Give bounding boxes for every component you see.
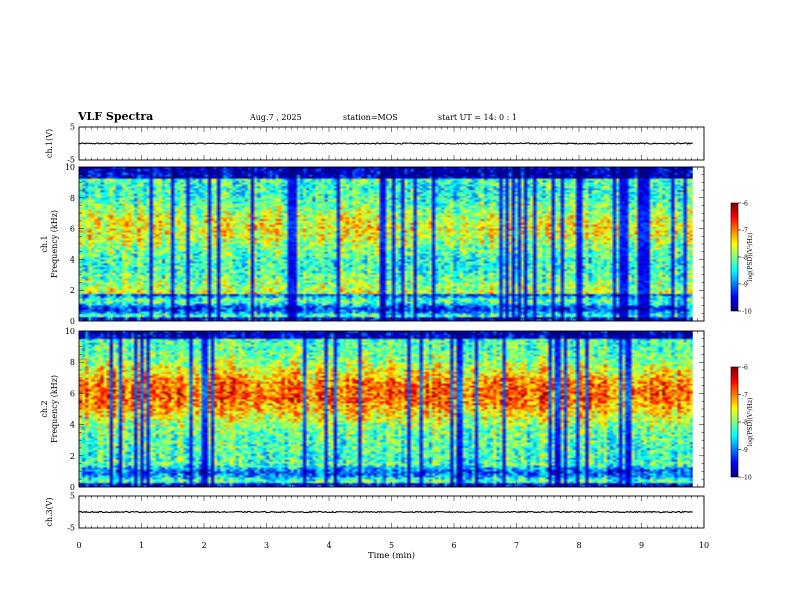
y-axis-label: Frequency (kHz)	[50, 210, 59, 278]
colorbar-label: log(PSD)(V²/Hz)	[747, 398, 754, 447]
x-tick-label: 9	[639, 541, 644, 550]
y-axis-label: ch.3(V)	[45, 497, 54, 526]
colorbar-tick-label: -10	[742, 309, 752, 316]
waveform-line-ch3	[79, 511, 693, 512]
y-tick-label: 4	[70, 255, 75, 264]
colorbar-label: log(PSD)(V²/Hz)	[747, 233, 754, 282]
x-tick-label: 8	[576, 541, 581, 550]
spectrogram-image-ch1	[79, 167, 693, 321]
y-tick-label: -5	[67, 524, 75, 533]
y-tick-label: 2	[70, 452, 75, 461]
y-tick-label: 0	[70, 317, 75, 326]
y-tick-label: 10	[65, 327, 75, 336]
y-tick-label: 2	[70, 286, 75, 295]
y-axis-label: ch.2	[40, 400, 49, 417]
y-tick-label: 5	[70, 492, 75, 501]
waveform-line-ch1	[79, 143, 693, 144]
y-axis-label: ch.1(V)	[45, 129, 54, 158]
y-tick-label: 6	[70, 389, 75, 398]
y-tick-label: 10	[65, 163, 75, 172]
y-tick-label: 6	[70, 225, 75, 234]
y-tick-label: 5	[70, 123, 75, 132]
x-tick-label: 0	[76, 541, 81, 550]
x-tick-label: 6	[451, 541, 456, 550]
spectrogram-image-ch2	[79, 331, 693, 487]
x-axis-label: Time (min)	[368, 550, 415, 561]
x-tick-label: 4	[326, 541, 331, 550]
colorbar-ch2	[731, 367, 738, 477]
colorbar-tick-label: -6	[742, 365, 748, 372]
y-axis-label: Frequency (kHz)	[50, 375, 59, 443]
x-tick-label: 3	[264, 541, 269, 550]
colorbar-ch1	[731, 203, 738, 311]
x-tick-label: 2	[201, 541, 206, 550]
x-tick-label: 1	[139, 541, 144, 550]
colorbar-tick-label: -10	[742, 475, 752, 482]
y-axis-label: ch.1	[40, 235, 49, 252]
x-tick-label: 7	[514, 541, 519, 550]
y-tick-label: 8	[70, 194, 75, 203]
colorbar-tick-label: -6	[742, 201, 748, 208]
colorbar-tick-label: -9	[742, 447, 748, 454]
y-tick-label: 4	[70, 421, 75, 430]
x-tick-label: 5	[389, 541, 394, 550]
y-tick-label: 8	[70, 358, 75, 367]
x-tick-label: 10	[699, 541, 709, 550]
colorbar-tick-label: -9	[742, 282, 748, 289]
